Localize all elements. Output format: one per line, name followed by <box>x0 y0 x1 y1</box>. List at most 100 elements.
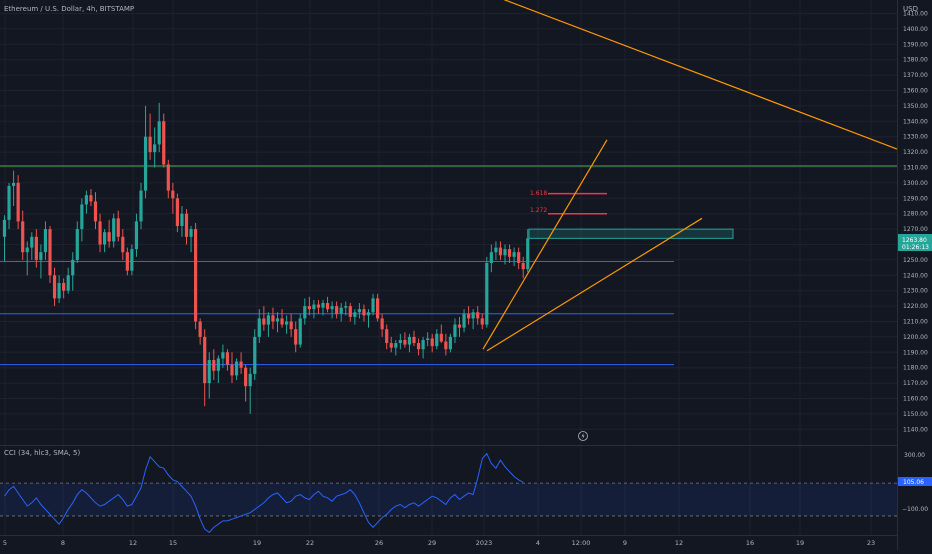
candles <box>2 102 530 414</box>
candle-up <box>453 324 457 337</box>
candle-down <box>385 329 389 344</box>
countdown: 01:26:13 <box>902 244 929 251</box>
cci-pane[interactable] <box>0 452 897 534</box>
price-tick-label: 1400.00 <box>903 26 928 33</box>
candle-up <box>344 306 348 308</box>
candle-up <box>234 361 239 376</box>
candle-down <box>348 306 352 317</box>
time-tick-label: 19 <box>796 539 804 547</box>
time-tick-label: 9 <box>623 539 627 547</box>
candle-up <box>298 318 302 345</box>
candle-up <box>494 247 498 253</box>
candle-up <box>448 336 452 350</box>
candle-down <box>121 236 125 253</box>
candle-up <box>43 229 48 253</box>
candle-up <box>366 312 371 316</box>
time-tick-label: 12 <box>129 539 137 547</box>
candle-up <box>353 312 357 317</box>
candle-up <box>139 190 143 222</box>
candle-down <box>21 221 25 253</box>
candle-down <box>166 164 170 191</box>
cci-band <box>0 483 897 516</box>
candle-up <box>216 358 220 371</box>
candle-up <box>357 309 361 313</box>
candle-up <box>112 218 116 242</box>
time-tick-label: 12:00 <box>572 539 591 547</box>
candle-down <box>175 198 179 227</box>
candle-up <box>330 306 334 310</box>
price-tick-label: 1290.00 <box>903 195 928 202</box>
lightning-icon[interactable] <box>578 431 588 441</box>
candle-down <box>239 361 243 368</box>
candle-up <box>143 136 148 191</box>
candle-up <box>435 333 439 347</box>
candle-down <box>507 249 512 257</box>
cci-level-bottom: −100.00 <box>902 506 928 513</box>
price-tick-label: 1270.00 <box>903 226 928 233</box>
candle-down <box>294 329 298 345</box>
candle-up <box>12 182 16 186</box>
time-tick-label: 12 <box>675 539 683 547</box>
time-tick-label: 16 <box>746 539 754 547</box>
candle-down <box>244 367 248 387</box>
candle-down <box>116 218 120 237</box>
candle-down <box>335 306 339 314</box>
candle-down <box>230 364 234 376</box>
candle-down <box>480 318 484 325</box>
fib-label-1272: 1.272 <box>530 207 547 214</box>
price-tick-label: 1280.00 <box>903 211 928 218</box>
time-tick-label: 2023 <box>476 539 493 547</box>
price-tick-label: 1330.00 <box>903 134 928 141</box>
price-tick-label: 1410.00 <box>903 11 928 18</box>
candle-down <box>498 247 503 256</box>
cci-level-top: 300.00 <box>904 452 925 459</box>
candle-down <box>517 252 521 263</box>
candle-up <box>189 229 193 237</box>
candle-down <box>289 321 293 330</box>
candle-up <box>7 185 11 220</box>
candle-up <box>426 338 430 340</box>
price-tick-label: 1230.00 <box>903 288 928 295</box>
candle-down <box>316 304 321 308</box>
candle-up <box>421 339 425 350</box>
indicator-label[interactable]: CCI (34, hlc3, SMA, 5) <box>4 449 80 457</box>
price-tick-label: 1240.00 <box>903 272 928 279</box>
candle-up <box>157 121 161 145</box>
time-tick-label: 29 <box>428 539 436 547</box>
candle-up <box>39 252 43 260</box>
candle-down <box>62 283 66 291</box>
candle-down <box>380 318 384 330</box>
price-tick-label: 1200.00 <box>903 334 928 341</box>
price-tick-label: 1370.00 <box>903 72 928 79</box>
candle-down <box>439 333 443 342</box>
candle-down <box>403 339 407 345</box>
candle-up <box>266 315 270 325</box>
candle-up <box>207 360 211 384</box>
candle-up <box>398 339 402 344</box>
candle-up <box>80 204 84 230</box>
symbol-label[interactable]: Ethereum / U.S. Dollar, 4h, BITSTAMP <box>4 5 134 13</box>
candle-down <box>271 315 275 322</box>
time-tick-label: 19 <box>253 539 261 547</box>
candle-down <box>457 324 462 328</box>
candle-down <box>48 229 52 276</box>
candle-down <box>412 336 416 344</box>
candle-up <box>84 195 88 205</box>
candle-up <box>526 238 530 270</box>
candle-down <box>171 190 175 199</box>
fib-label-1618: 1.618 <box>530 190 547 197</box>
candle-down <box>521 262 525 270</box>
time-axis[interactable]: 5 8 12 15 19 22 26 29 2023 4 12:00 9 12 16 19 23 <box>3 539 875 547</box>
candle-up <box>462 313 466 328</box>
price-axis[interactable]: USD 1410.00 1400.00 1390.00 1380.00 1370.00 1… <box>898 0 932 550</box>
cci-line <box>4 452 524 534</box>
time-tick-label: 8 <box>61 539 65 547</box>
trend-line <box>503 0 898 150</box>
candle-up <box>407 336 412 345</box>
time-tick-label: 4 <box>536 539 540 547</box>
price-axis-background <box>898 0 932 550</box>
last-price-badge <box>898 234 932 251</box>
candle-down <box>212 360 216 371</box>
